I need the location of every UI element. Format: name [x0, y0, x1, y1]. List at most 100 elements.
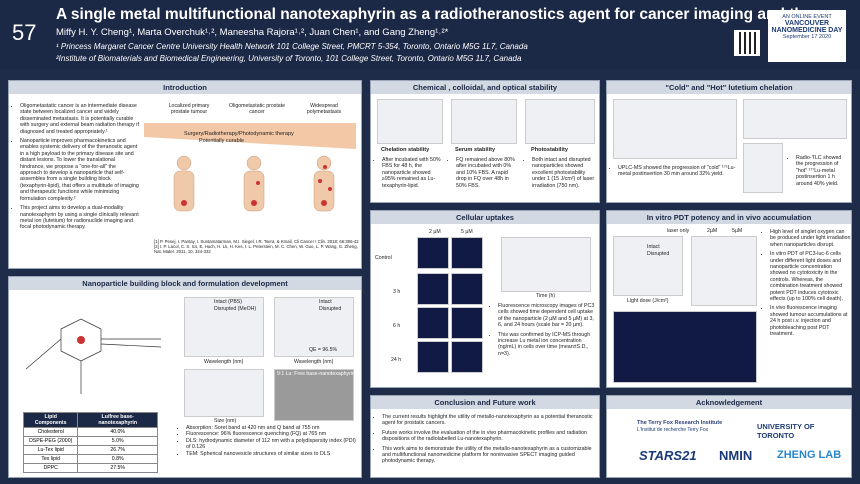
stability-panel: Chemical , colloidal, and optical stabil… — [370, 80, 600, 203]
structure — [25, 318, 162, 394]
table-cell: 5.0% — [77, 436, 158, 446]
logo: STARS21 — [639, 448, 697, 463]
figure-label: Localized primary prostate tumour — [168, 103, 210, 115]
panel-title: Chemical , colloidal, and optical stabil… — [371, 81, 599, 94]
bullet: Future works involve the evaluation of t… — [382, 430, 597, 443]
bullet: Absorption: Soret band at 420 nm and Q b… — [186, 425, 357, 431]
axis-label: Time (h) — [536, 293, 556, 299]
references: [1] P. Pesej, I. Pantay, I. Suntamatarma… — [154, 239, 359, 254]
logo: The Terry Fox Research Institute — [637, 420, 723, 426]
table-header: Lu/free base-nanotexaphyrin — [77, 412, 158, 428]
qr-code — [734, 30, 760, 56]
figure-label: Surgery/Radiotherapy/Photodynamic therap… — [184, 131, 294, 137]
legend-label: Disrupted — [647, 251, 670, 257]
logo: NMIN — [719, 448, 753, 463]
logo: L'Institut de recherche Terry Fox — [637, 427, 709, 433]
uptake-panel: Cellular uptakes 2 µM 5 µM Control 3 h 6… — [370, 210, 600, 388]
figure-label: Widespread polymetastasis — [306, 103, 342, 115]
tem-image — [274, 369, 354, 421]
axis-label: Light dose (J/cm²) — [627, 298, 669, 304]
singlet-oxygen-plot — [613, 236, 683, 296]
conclusion-panel: Conclusion and Future work The current r… — [370, 395, 600, 478]
figure-label: 5 µM — [461, 229, 473, 235]
legend-label: Intact (PBS) — [214, 299, 242, 305]
uplc-plot — [613, 99, 737, 159]
table-cell: 40.0% — [77, 427, 158, 437]
bullet: Nanoparticle improves pharmacokinetics a… — [20, 138, 139, 202]
chelation-plot — [377, 99, 443, 144]
micrograph — [451, 273, 483, 305]
bullet: After incubated with 50% FBS for 48 h, t… — [382, 157, 445, 189]
table-cell: DSPE-PEG (2000) — [22, 436, 79, 446]
bullet: Radio-TLC showed the progression of "hot… — [796, 155, 849, 187]
pdt-panel: In vitro PDT potency and in vivo accumul… — [606, 210, 852, 388]
bullet: Both intact and disrupted nanoparticles … — [532, 157, 599, 189]
bullet: This was confirmed by ICP-MS through inc… — [498, 332, 597, 358]
in-vivo-images — [613, 311, 757, 383]
tlc-bar-plot — [743, 143, 783, 193]
nanoparticle-panel: Nanoparticle building block and formulat… — [8, 276, 362, 478]
bullet: TEM: Spherical nanovesicle structures of… — [186, 451, 357, 457]
panel-title: Cellular uptakes — [371, 211, 599, 224]
logo: UNIVERSITY OF TORONTO — [757, 422, 815, 440]
figure-label: 9:1 Lu: Free base-nanotexaphyrin — [277, 371, 355, 377]
micrograph — [417, 237, 449, 269]
table-cell: 26.7% — [77, 445, 158, 455]
figure-label: 2 µM — [429, 229, 441, 235]
bullet: FQ remained above 80% after incubated wi… — [456, 157, 519, 189]
badge-text: NANOMEDICINE DAY — [771, 27, 843, 34]
subtitle: Serum stability — [455, 147, 496, 153]
bullet: Oligometastatic cancer is an intermediat… — [20, 103, 139, 135]
legend-label: 5µM — [732, 228, 743, 234]
bullet: UPLC-MS showed the progression of "cold"… — [618, 165, 737, 178]
badge-text: VANCOUVER — [784, 20, 830, 27]
table-cell: Cholesterol — [22, 427, 79, 437]
figure-label: 6 h — [393, 323, 401, 329]
bullet: Fluorescence: 96% fluorescence quenching… — [186, 431, 357, 437]
panel-title: Nanoparticle building block and formulat… — [9, 277, 361, 290]
table-cell: Tex lipid — [22, 454, 79, 464]
bullet: In vivo fluorescence imaging showed tumo… — [770, 305, 851, 337]
badge-text: September 17 2020 — [782, 34, 832, 40]
bullet: This project aims to develop a dual-moda… — [20, 205, 139, 231]
header: 57 A single metal multifunctional nanote… — [0, 0, 860, 70]
axis-label: Wavelength (nm) — [294, 359, 334, 365]
figure-label: Potentially curable — [199, 138, 244, 144]
panel-title: Introduction — [9, 81, 361, 94]
panel-title: "Cold" and "Hot" lutetium chelation — [607, 81, 851, 94]
serum-plot — [451, 99, 517, 144]
annotation: QE = 96.5% — [309, 347, 338, 353]
figure-label: 24 h — [391, 357, 402, 363]
fluorescence-plot — [274, 297, 354, 357]
bullet: Fluorescence microscopy images of PC3 ce… — [498, 303, 597, 329]
panel-title: Acknowledgement — [607, 396, 851, 409]
subtitle: Chelation stability — [381, 147, 430, 153]
bullet: High level of singlet oxygen can be prod… — [770, 229, 851, 248]
bullet: The current results highlight the utilit… — [382, 414, 597, 427]
affiliation: ²Institute of Biomaterials and Biomedica… — [56, 54, 522, 63]
axis-label: Wavelength (nm) — [204, 359, 244, 365]
legend-label: Disrupted — [319, 306, 342, 312]
introduction-panel: Introduction Oligometastatic cancer is a… — [8, 80, 362, 269]
poster-number: 57 — [12, 20, 37, 45]
micrograph — [451, 341, 483, 373]
panel-title: In vitro PDT potency and in vivo accumul… — [607, 211, 851, 224]
radio-tlc-plot — [743, 99, 847, 139]
badge-text: AN ONLINE EVENT — [782, 14, 832, 20]
legend-label: Intact — [647, 244, 660, 250]
panel-title: Conclusion and Future work — [371, 396, 599, 409]
legend-label: Intact — [319, 299, 332, 305]
micrograph — [451, 237, 483, 269]
chelation-panel: "Cold" and "Hot" lutetium chelation UPLC… — [606, 80, 852, 203]
authors: Miffy H. Y. Cheng¹, Marta Overchuk¹˒², M… — [56, 27, 449, 38]
legend-label: laser only — [667, 228, 690, 234]
micrograph — [417, 273, 449, 305]
micrograph — [451, 307, 483, 339]
title: A single metal multifunctional nanotexap… — [56, 6, 846, 23]
viability-plot — [691, 236, 757, 306]
bullet: In vitro PDT of PC3-luc-6 cells under di… — [770, 251, 851, 302]
icp-plot — [501, 237, 591, 292]
logo: ZHENG LAB — [777, 449, 842, 461]
figure-label: 3 h — [393, 289, 401, 295]
table-cell: Lu-Tex lipid — [22, 445, 79, 455]
